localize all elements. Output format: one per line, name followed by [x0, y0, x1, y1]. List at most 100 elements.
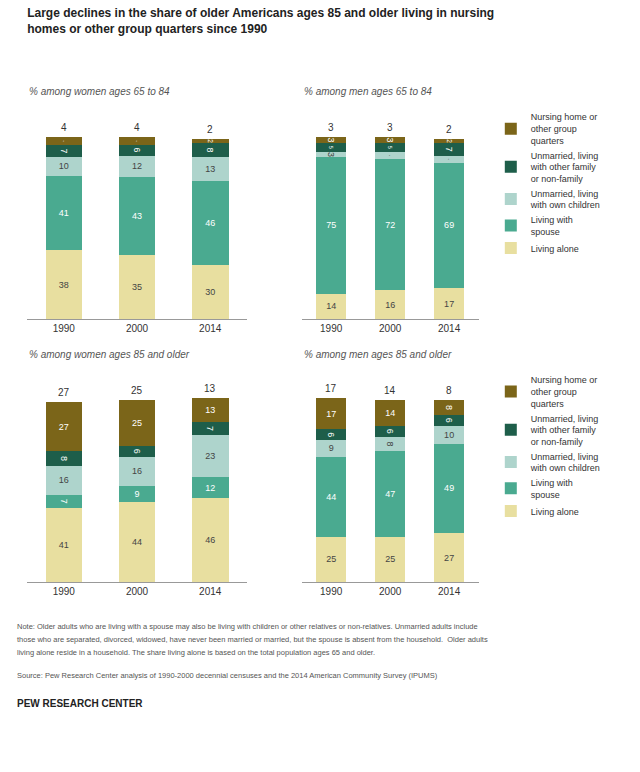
svg-text:69: 69 — [444, 220, 454, 230]
svg-text:2000: 2000 — [379, 323, 402, 334]
svg-text:Unmarried, livingwith own chil: Unmarried, livingwith own children — [530, 189, 600, 211]
svg-text:8: 8 — [444, 405, 454, 410]
svg-text:14: 14 — [385, 408, 395, 418]
svg-text:16: 16 — [132, 466, 142, 476]
svg-text:9: 9 — [329, 443, 334, 453]
svg-text:16: 16 — [59, 475, 69, 485]
svg-text:2014: 2014 — [199, 323, 222, 334]
svg-text:6: 6 — [444, 418, 454, 423]
svg-text:2000: 2000 — [126, 323, 149, 334]
svg-text:8: 8 — [205, 148, 215, 153]
svg-text:2000: 2000 — [126, 586, 149, 597]
svg-text:2: 2 — [207, 139, 214, 143]
svg-text:30: 30 — [205, 287, 215, 297]
svg-text:4: 4 — [448, 159, 450, 161]
svg-text:Unmarried, livingwith own chil: Unmarried, livingwith own children — [530, 452, 600, 474]
svg-text:27: 27 — [444, 553, 454, 563]
svg-text:those who are separated, divor: those who are separated, divorced, widow… — [17, 635, 488, 644]
svg-text:7: 7 — [59, 499, 69, 504]
svg-text:72: 72 — [385, 220, 395, 230]
svg-text:Source: Pew Research Center an: Source: Pew Research Center analysis of … — [17, 671, 438, 680]
svg-text:6: 6 — [385, 429, 395, 434]
svg-text:44: 44 — [326, 492, 336, 502]
svg-text:2: 2 — [446, 139, 453, 143]
svg-text:44: 44 — [132, 537, 142, 547]
svg-text:46: 46 — [205, 535, 215, 545]
svg-text:35: 35 — [132, 282, 142, 292]
svg-text:1990: 1990 — [320, 586, 343, 597]
svg-text:7: 7 — [59, 148, 69, 153]
svg-text:3: 3 — [326, 138, 336, 143]
svg-text:4: 4 — [63, 140, 65, 142]
svg-text:25: 25 — [326, 554, 336, 564]
svg-text:Living alone: Living alone — [531, 244, 579, 254]
svg-text:10: 10 — [444, 430, 454, 440]
svg-text:% among men ages 65 to 84: % among men ages 65 to 84 — [304, 86, 432, 97]
svg-text:27: 27 — [59, 422, 69, 432]
svg-text:4: 4 — [389, 155, 391, 157]
svg-text:3: 3 — [326, 152, 336, 157]
svg-text:4: 4 — [134, 122, 140, 133]
svg-text:Nursing home orother groupquar: Nursing home orother groupquarters — [531, 375, 598, 408]
svg-text:13: 13 — [205, 405, 215, 415]
svg-text:Unmarried, livingwith other fa: Unmarried, livingwith other familyor non… — [530, 414, 599, 447]
svg-text:25: 25 — [131, 385, 143, 396]
svg-text:17: 17 — [325, 383, 337, 394]
svg-text:Note: Older adults who are liv: Note: Older adults who are living with a… — [17, 622, 478, 631]
svg-text:25: 25 — [385, 554, 395, 564]
svg-text:10: 10 — [59, 161, 69, 171]
svg-text:8: 8 — [385, 441, 395, 446]
svg-text:13: 13 — [204, 383, 216, 394]
svg-text:3: 3 — [385, 138, 395, 143]
svg-text:Large declines in the share of: Large declines in the share of older Ame… — [27, 6, 494, 36]
svg-text:8: 8 — [59, 456, 69, 461]
svg-text:41: 41 — [59, 208, 69, 218]
svg-text:living alone reside in a house: living alone reside in a household. The … — [17, 648, 375, 657]
svg-text:14: 14 — [384, 385, 396, 396]
svg-text:% among men ages 85 and older: % among men ages 85 and older — [304, 349, 452, 360]
svg-text:12: 12 — [205, 483, 215, 493]
svg-text:6: 6 — [132, 148, 142, 153]
svg-text:7: 7 — [205, 426, 215, 431]
svg-text:4: 4 — [61, 122, 67, 133]
svg-text:5: 5 — [387, 146, 393, 149]
svg-text:3: 3 — [387, 122, 393, 133]
svg-text:27: 27 — [58, 387, 70, 398]
svg-text:75: 75 — [326, 220, 336, 230]
svg-text:17: 17 — [444, 299, 454, 309]
svg-text:Living withspouse: Living withspouse — [531, 215, 573, 237]
svg-text:PEW RESEARCH CENTER: PEW RESEARCH CENTER — [17, 698, 143, 709]
svg-text:5: 5 — [328, 146, 334, 149]
svg-text:14: 14 — [326, 301, 336, 311]
svg-text:46: 46 — [205, 218, 215, 228]
svg-text:6: 6 — [132, 449, 142, 454]
svg-text:2: 2 — [207, 124, 213, 135]
svg-text:% among women ages 85 and olde: % among women ages 85 and older — [29, 349, 190, 360]
svg-text:2000: 2000 — [379, 586, 402, 597]
svg-text:17: 17 — [326, 409, 336, 419]
svg-text:Living alone: Living alone — [531, 507, 579, 517]
svg-text:Unmarried, livingwith other fa: Unmarried, livingwith other familyor non… — [530, 151, 599, 184]
svg-text:25: 25 — [132, 418, 142, 428]
svg-text:2: 2 — [446, 124, 452, 135]
svg-text:49: 49 — [444, 483, 454, 493]
svg-text:1990: 1990 — [53, 586, 76, 597]
svg-text:Nursing home orother groupquar: Nursing home orother groupquarters — [531, 112, 598, 145]
svg-text:9: 9 — [134, 489, 139, 499]
svg-text:2014: 2014 — [199, 586, 222, 597]
svg-text:3: 3 — [328, 122, 334, 133]
svg-text:1990: 1990 — [320, 323, 343, 334]
svg-text:4: 4 — [136, 140, 138, 142]
svg-text:1990: 1990 — [53, 323, 76, 334]
svg-text:47: 47 — [385, 489, 395, 499]
svg-text:13: 13 — [205, 164, 215, 174]
svg-text:7: 7 — [444, 147, 454, 152]
svg-text:16: 16 — [385, 300, 395, 310]
svg-text:2014: 2014 — [438, 323, 461, 334]
svg-text:8: 8 — [446, 385, 452, 396]
svg-text:43: 43 — [132, 211, 142, 221]
svg-text:12: 12 — [132, 161, 142, 171]
svg-text:% among women ages 65 to 84: % among women ages 65 to 84 — [29, 86, 170, 97]
svg-text:Living withspouse: Living withspouse — [531, 478, 573, 500]
svg-text:6: 6 — [326, 432, 336, 437]
